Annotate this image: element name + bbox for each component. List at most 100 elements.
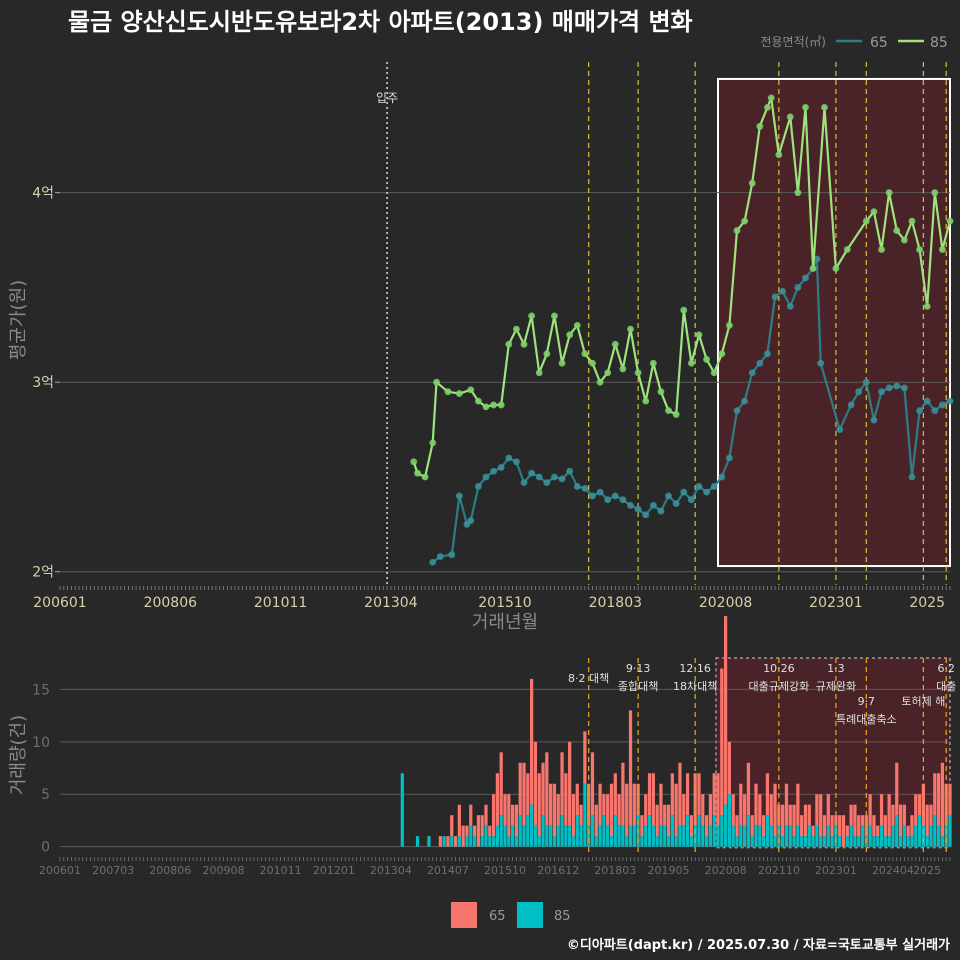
bar-65 — [765, 773, 770, 816]
data-point-65 — [497, 464, 505, 471]
bar-65 — [655, 804, 659, 837]
x-tick-label: 201304 — [364, 595, 418, 611]
legend-label-85: 85 — [930, 35, 948, 51]
bar-65 — [461, 825, 465, 847]
data-point-65 — [756, 359, 764, 367]
x-tick-label: 201510 — [478, 595, 531, 611]
bar-65 — [670, 773, 674, 816]
bar-85 — [689, 836, 693, 847]
bar-85 — [773, 836, 777, 847]
policy-label: 6·2 — [937, 662, 955, 675]
data-point-85 — [821, 103, 828, 111]
bar-65 — [906, 825, 910, 837]
bar-65 — [503, 794, 507, 826]
data-point-85 — [775, 151, 783, 159]
bar-85 — [838, 836, 842, 847]
bar-65 — [807, 804, 811, 826]
bar-85 — [929, 825, 933, 847]
bar-65 — [514, 804, 519, 837]
data-point-65 — [710, 483, 718, 490]
bar-85 — [898, 836, 903, 847]
y-axis-title: 거래량(건) — [8, 715, 29, 795]
chart-title: 물금 양산신도시반도유보라2차 아파트(2013) 매매가격 변화 — [68, 8, 693, 36]
bar-85 — [663, 825, 667, 847]
data-point-85 — [726, 321, 733, 329]
bar-85 — [936, 825, 941, 847]
bar-65 — [606, 794, 610, 826]
data-point-85 — [520, 340, 528, 348]
bar-85 — [503, 825, 507, 847]
data-point-65 — [566, 467, 574, 475]
policy-label: 9·7 — [858, 695, 876, 708]
bar-85 — [845, 836, 849, 847]
data-point-85 — [444, 388, 452, 396]
bar-85 — [465, 836, 469, 847]
data-point-85 — [543, 350, 551, 358]
bar-85 — [442, 836, 446, 847]
source-footer: ©디아파트(dapt.kr) / 2025.07.30 / 자료=국토교통부 실… — [566, 938, 950, 953]
bar-65 — [659, 783, 663, 826]
bar-65 — [762, 815, 766, 837]
data-point-65 — [649, 501, 657, 509]
bar-65 — [826, 794, 830, 826]
data-point-85 — [619, 365, 627, 373]
bar-65 — [895, 762, 899, 816]
bar-85 — [644, 825, 648, 847]
bar-85 — [587, 825, 591, 847]
bar-65 — [537, 773, 541, 837]
x-tick-label: 200908 — [203, 864, 245, 877]
bar-65 — [552, 783, 557, 837]
bar-85 — [758, 825, 762, 847]
bar-85 — [606, 825, 610, 847]
data-point-85 — [687, 359, 695, 367]
data-point-65 — [429, 558, 437, 566]
data-point-65 — [455, 492, 463, 500]
bar-65 — [936, 773, 941, 826]
data-point-65 — [703, 488, 710, 496]
bar-85 — [560, 815, 564, 847]
bar-65 — [879, 794, 884, 826]
y-tick-label: 4억 — [32, 186, 54, 202]
data-point-65 — [482, 473, 490, 481]
data-point-65 — [581, 484, 589, 492]
bar-65 — [727, 741, 732, 795]
bar-85 — [944, 825, 948, 847]
data-point-65 — [535, 473, 543, 481]
data-point-65 — [726, 454, 733, 462]
bar-65 — [822, 815, 827, 837]
y-tick-label: 10 — [32, 735, 50, 751]
data-point-85 — [482, 403, 490, 411]
bar-65 — [769, 794, 773, 826]
data-point-65 — [634, 505, 642, 513]
bar-85 — [450, 836, 454, 847]
bar-85 — [682, 825, 686, 847]
bar-85 — [815, 825, 819, 847]
bar-85 — [910, 836, 914, 847]
data-point-85 — [680, 306, 688, 314]
bar-85 — [457, 836, 461, 847]
data-point-85 — [455, 390, 463, 397]
data-point-85 — [611, 340, 619, 348]
bar-65 — [499, 752, 503, 816]
x-tick-label: 202110 — [758, 864, 800, 877]
bar-85 — [762, 836, 766, 847]
data-point-85 — [794, 189, 802, 197]
bar-65 — [693, 773, 697, 826]
bar-65 — [533, 741, 538, 826]
data-point-85 — [923, 302, 931, 310]
data-point-65 — [870, 416, 878, 424]
bar-85 — [819, 836, 823, 847]
policy-label: 토허제 해 — [901, 694, 945, 708]
data-point-85 — [474, 397, 482, 405]
data-point-65 — [604, 496, 612, 504]
bar-65 — [864, 815, 868, 837]
bar-65 — [530, 678, 534, 805]
data-point-85 — [741, 217, 749, 225]
bar-85 — [602, 815, 606, 847]
bar-85 — [860, 825, 865, 847]
bar-85 — [853, 836, 857, 847]
policy-label: 1·3 — [827, 662, 845, 675]
bar-65 — [484, 804, 488, 826]
bar-65 — [488, 825, 492, 837]
bar-85 — [921, 825, 925, 847]
